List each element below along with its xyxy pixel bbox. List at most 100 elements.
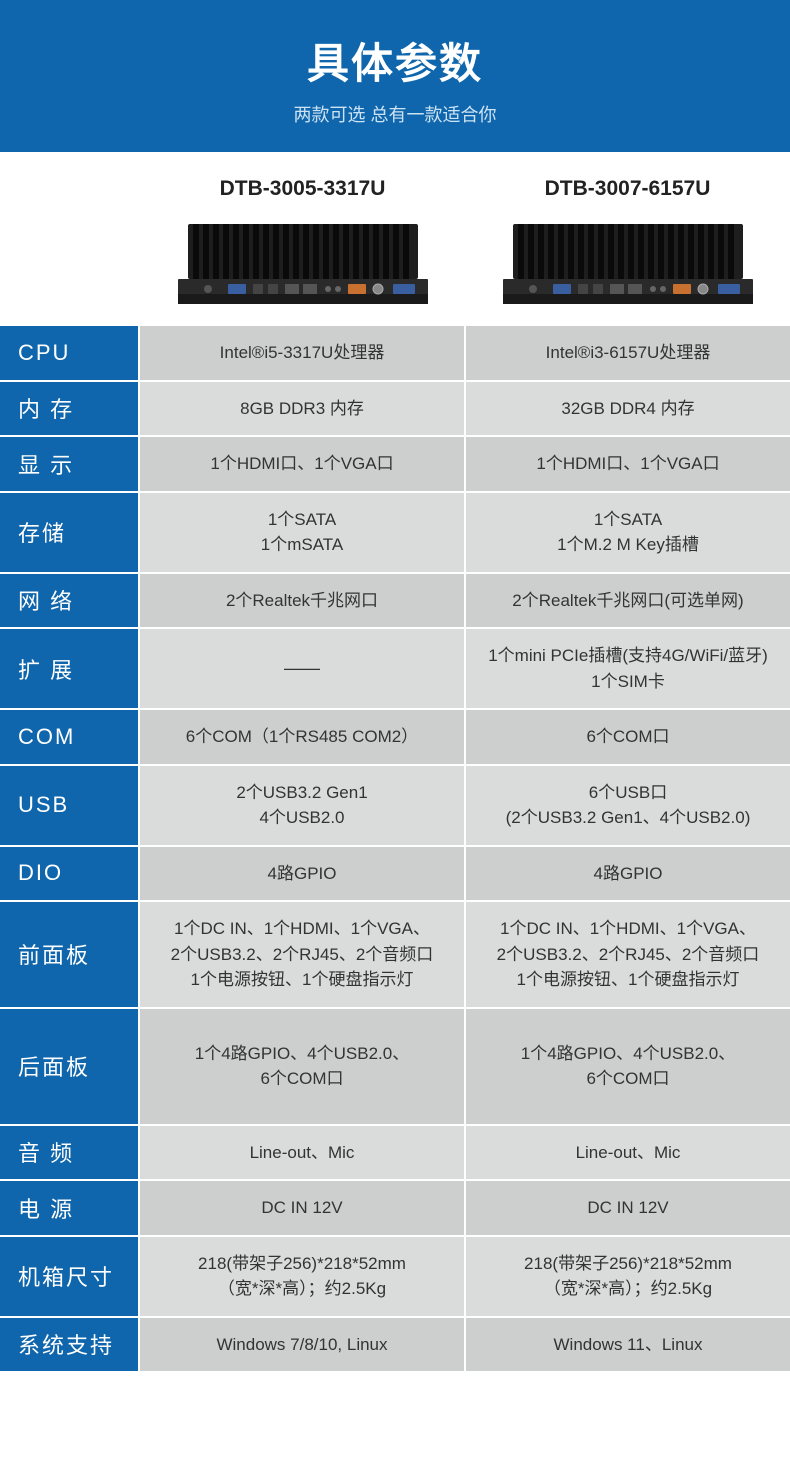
table-row: 显 示 1个HDMI口、1个VGA口 1个HDMI口、1个VGA口 [0,437,790,493]
cell-line: 1个HDMI口、1个VGA口 [476,451,780,477]
cell: Windows 11、Linux [464,1318,790,1372]
cell: 2个USB3.2 Gen14个USB2.0 [140,766,464,845]
cell: Intel®i5-3317U处理器 [140,326,464,380]
cell-line: 1个DC IN、1个HDMI、1个VGA、 [150,916,454,942]
cell: 1个DC IN、1个HDMI、1个VGA、2个USB3.2、2个RJ45、2个音… [464,902,790,1007]
cell-line: 1个HDMI口、1个VGA口 [150,451,454,477]
cell-line: 4路GPIO [150,861,454,887]
cell-line: 2个Realtek千兆网口 [150,588,454,614]
table-row: 前面板1个DC IN、1个HDMI、1个VGA、2个USB3.2、2个RJ45、… [0,902,790,1009]
cell-line: 1个电源按钮、1个硬盘指示灯 [476,967,780,993]
row-label: 音 频 [0,1126,140,1180]
table-row: 机箱尺寸218(带架子256)*218*52mm（宽*深*高）；约2.5Kg21… [0,1237,790,1318]
cell-line: 6个COM（1个RS485 COM2） [150,724,454,750]
cell: 6个COM（1个RS485 COM2） [140,710,464,764]
cell-line: 1个4路GPIO、4个USB2.0、 [150,1041,454,1067]
table-row: 音 频Line-out、MicLine-out、Mic [0,1126,790,1182]
cell-line: 4路GPIO [476,861,780,887]
table-row: 存储1个SATA1个mSATA1个SATA1个M.2 M Key插槽 [0,493,790,574]
cell: 1个mini PCIe插槽(支持4G/WiFi/蓝牙)1个SIM卡 [464,629,790,708]
cell: Line-out、Mic [464,1126,790,1180]
cell: 4路GPIO [140,847,464,901]
cell-line: 1个M.2 M Key插槽 [476,532,780,558]
table-row: 电 源 DC IN 12V DC IN 12V [0,1181,790,1237]
cell-line: Windows 11、Linux [476,1332,780,1358]
cell: 1个4路GPIO、4个USB2.0、6个COM口 [140,1009,464,1124]
row-label: DIO [0,847,140,901]
row-label: 存储 [0,493,140,572]
page-title: 具体参数 [0,30,790,91]
cell: Intel®i3-6157U处理器 [464,326,790,380]
table-row: DIO 4路GPIO 4路GPIO [0,847,790,903]
cell-line: 2个USB3.2、2个RJ45、2个音频口 [150,942,454,968]
table-row: 后面板1个4路GPIO、4个USB2.0、6个COM口1个4路GPIO、4个US… [0,1009,790,1126]
cell: 1个SATA1个M.2 M Key插槽 [464,493,790,572]
cell-line: 1个SIM卡 [476,669,780,695]
cell: —— [140,629,464,708]
cell-line: 218(带架子256)*218*52mm [476,1251,780,1277]
cell-line: 2个USB3.2 Gen1 [150,780,454,806]
cell-line: Line-out、Mic [476,1140,780,1166]
cell-line: DC IN 12V [476,1195,780,1221]
row-label: 前面板 [0,902,140,1007]
device-image-2 [465,216,790,311]
cell: 1个HDMI口、1个VGA口 [464,437,790,491]
cell-line: 8GB DDR3 内存 [150,396,454,422]
cell: 1个SATA1个mSATA [140,493,464,572]
cell: 1个4路GPIO、4个USB2.0、6个COM口 [464,1009,790,1124]
cell-line: 6个COM口 [476,724,780,750]
model-col-1: DTB-3005-3317U [140,177,465,311]
cell-line: 1个mini PCIe插槽(支持4G/WiFi/蓝牙) [476,643,780,669]
cell-line: 6个USB口 [476,780,780,806]
cell-line: 1个电源按钮、1个硬盘指示灯 [150,967,454,993]
row-label: 后面板 [0,1009,140,1124]
cell: 8GB DDR3 内存 [140,382,464,436]
row-label: 系统支持 [0,1318,140,1372]
model-row: DTB-3005-3317U [0,152,790,326]
device-image-1 [140,216,465,311]
row-label: COM [0,710,140,764]
spec-table: CPUIntel®i5-3317U处理器Intel®i3-6157U处理器内 存… [0,326,790,1373]
cell: 4路GPIO [464,847,790,901]
cell: 1个HDMI口、1个VGA口 [140,437,464,491]
cell-line: Windows 7/8/10, Linux [150,1332,454,1358]
cell-line: —— [150,655,454,682]
cell: 1个DC IN、1个HDMI、1个VGA、2个USB3.2、2个RJ45、2个音… [140,902,464,1007]
cell-line: 1个SATA [476,507,780,533]
row-label: 网 络 [0,574,140,628]
cell-line: 1个mSATA [150,532,454,558]
row-label: 电 源 [0,1181,140,1235]
page-subtitle: 两款可选 总有一款适合你 [0,101,790,127]
table-row: USB2个USB3.2 Gen14个USB2.06个USB口(2个USB3.2 … [0,766,790,847]
cell: 218(带架子256)*218*52mm（宽*深*高）；约2.5Kg [140,1237,464,1316]
row-label: USB [0,766,140,845]
cell-line: 4个USB2.0 [150,805,454,831]
cell: 6个COM口 [464,710,790,764]
spacer [0,177,140,311]
model-name-2: DTB-3007-6157U [465,177,790,201]
cell: DC IN 12V [464,1181,790,1235]
cell-line: Intel®i5-3317U处理器 [150,340,454,366]
cell-line: DC IN 12V [150,1195,454,1221]
row-label: 扩 展 [0,629,140,708]
model-name-1: DTB-3005-3317U [140,177,465,201]
cell: 6个USB口(2个USB3.2 Gen1、4个USB2.0) [464,766,790,845]
header: 具体参数 两款可选 总有一款适合你 [0,0,790,152]
table-row: 系统支持 Windows 7/8/10, Linux Windows 11、Linu… [0,1318,790,1374]
row-label: 显 示 [0,437,140,491]
cell: Windows 7/8/10, Linux [140,1318,464,1372]
table-row: 扩 展 —— 1个mini PCIe插槽(支持4G/WiFi/蓝牙)1个SIM卡 [0,629,790,710]
model-col-2: DTB-3007-6157U [465,177,790,311]
cell-line: 1个4路GPIO、4个USB2.0、 [476,1041,780,1067]
row-label: 机箱尺寸 [0,1237,140,1316]
cell-line: （宽*深*高）；约2.5Kg [150,1276,454,1302]
cell-line: 6个COM口 [476,1066,780,1092]
cell: DC IN 12V [140,1181,464,1235]
cell: 2个Realtek千兆网口 [140,574,464,628]
table-row: 网 络2个Realtek千兆网口2个Realtek千兆网口(可选单网) [0,574,790,630]
cell-line: (2个USB3.2 Gen1、4个USB2.0) [476,805,780,831]
cell-line: 32GB DDR4 内存 [476,396,780,422]
row-label: CPU [0,326,140,380]
table-row: COM 6个COM（1个RS485 COM2） 6个COM口 [0,710,790,766]
cell-line: Intel®i3-6157U处理器 [476,340,780,366]
